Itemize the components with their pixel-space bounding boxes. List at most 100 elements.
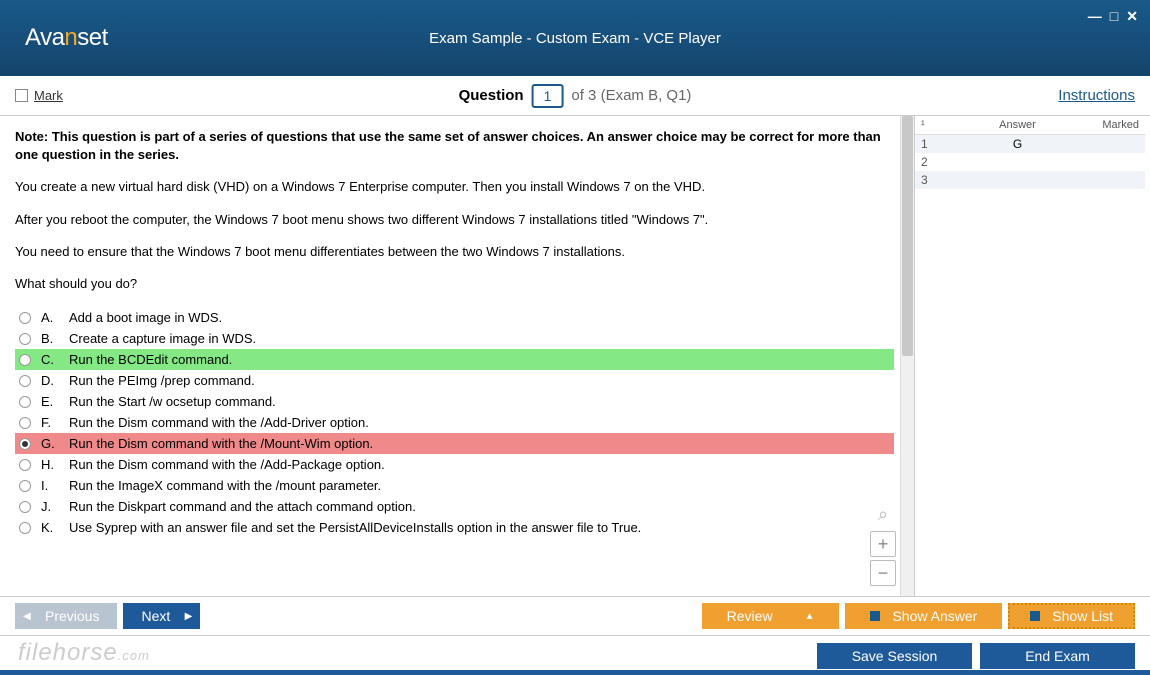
question-bar: Mark Question 1 of 3 (Exam B, Q1) Instru… (0, 76, 1150, 116)
row-marked (1084, 155, 1139, 169)
arrow-right-icon: ▶ (185, 611, 193, 622)
answer-letter: D. (41, 373, 59, 388)
answer-option[interactable]: F.Run the Dism command with the /Add-Dri… (15, 412, 894, 433)
answer-option[interactable]: B. Create a capture image in WDS. (15, 328, 894, 349)
answer-letter: B. (41, 331, 59, 346)
window-title: Exam Sample - Custom Exam - VCE Player (429, 30, 721, 47)
answer-option[interactable]: H. Run the Dism command with the /Add-Pac… (15, 454, 894, 475)
answer-text: Run the BCDEdit command. (69, 352, 232, 367)
end-exam-button[interactable]: End Exam (980, 643, 1135, 669)
radio-button[interactable] (19, 396, 31, 408)
radio-button[interactable] (19, 438, 31, 450)
question-of: of 3 (Exam B, Q1) (571, 87, 691, 104)
row-answer: G (951, 137, 1084, 151)
answer-letter: G. (41, 436, 59, 451)
answer-text: Create a capture image in WDS. (69, 331, 256, 346)
answer-letter: A. (41, 310, 59, 325)
col-marked: Marked (1084, 119, 1139, 131)
answer-letter: I. (41, 478, 59, 493)
answer-option[interactable]: I. Run the ImageX command with the /mount… (15, 475, 894, 496)
minimize-icon[interactable]: — (1088, 8, 1102, 25)
table-row[interactable]: 2 (915, 153, 1145, 171)
answer-option[interactable]: D. Run the PEImg /prep command. (15, 370, 894, 391)
question-number[interactable]: 1 (532, 84, 564, 108)
radio-button[interactable] (19, 522, 31, 534)
table-row[interactable]: 1G (915, 135, 1145, 153)
question-para-4: What should you do? (15, 275, 894, 293)
review-label: Review (727, 608, 773, 624)
zoom-controls: ⌕ + − (870, 504, 896, 586)
zoom-in-button[interactable]: + (870, 531, 896, 557)
search-icon[interactable]: ⌕ (878, 504, 888, 525)
question-panel: Note: This question is part of a series … (0, 116, 915, 596)
close-icon[interactable]: ✕ (1126, 8, 1138, 25)
answer-letter: H. (41, 457, 59, 472)
question-para-2: After you reboot the computer, the Windo… (15, 211, 894, 229)
radio-button[interactable] (19, 312, 31, 324)
answer-list: A. Add a boot image in WDS. B. Create a cap… (15, 307, 894, 538)
mark-area[interactable]: Mark (15, 88, 63, 103)
answer-option[interactable]: A. Add a boot image in WDS. (15, 307, 894, 328)
radio-button[interactable] (19, 354, 31, 366)
answer-text: Run the Dism command with the /Add-Packa… (69, 457, 385, 472)
show-list-button[interactable]: Show List (1008, 603, 1135, 629)
answer-text: Run the PEImg /prep command. (69, 373, 255, 388)
answer-text: Run the ImageX command with the /mount p… (69, 478, 381, 493)
row-answer (951, 173, 1084, 187)
answer-header: ¹ Answer Marked (915, 116, 1145, 135)
logo: Avanset (25, 24, 108, 52)
radio-button[interactable] (19, 480, 31, 492)
question-para-1: You create a new virtual hard disk (VHD)… (15, 178, 894, 196)
answer-option[interactable]: C. Run the BCDEdit command. (15, 349, 894, 370)
arrow-left-icon: ◀ (23, 611, 31, 622)
instructions-link[interactable]: Instructions (1058, 87, 1135, 104)
row-marked (1084, 173, 1139, 187)
answer-table: 1G23 (915, 135, 1145, 189)
row-answer (951, 155, 1084, 169)
maximize-icon[interactable]: □ (1110, 8, 1118, 25)
answer-text: Run the Dism command with the /Mount-Wim… (69, 436, 373, 451)
answer-letter: E. (41, 394, 59, 409)
answer-option[interactable]: J. Run the Diskpart command and the attac… (15, 496, 894, 517)
answer-text: Run the Start /w ocsetup command. (69, 394, 276, 409)
answer-option[interactable]: E. Run the Start /w ocsetup command. (15, 391, 894, 412)
previous-button[interactable]: ◀ Previous (15, 603, 117, 629)
watermark: filehorse.com (18, 639, 150, 667)
show-answer-button[interactable]: Show Answer (845, 603, 1002, 629)
row-number: 1 (921, 137, 951, 151)
zoom-out-button[interactable]: − (870, 560, 896, 586)
radio-button[interactable] (19, 417, 31, 429)
window-controls: — □ ✕ (1088, 8, 1138, 25)
nav-bar: ◀ Previous Next ▶ Review ▲ Show Answer S… (0, 596, 1150, 636)
answer-text: Add a boot image in WDS. (69, 310, 222, 325)
col-answer: Answer (951, 119, 1084, 131)
scrollbar-thumb[interactable] (902, 116, 913, 356)
answer-text: Run the Diskpart command and the attach … (69, 499, 416, 514)
show-answer-label: Show Answer (892, 608, 977, 624)
mark-label: Mark (34, 88, 63, 103)
radio-button[interactable] (19, 501, 31, 513)
scrollbar-vertical[interactable] (900, 116, 914, 596)
table-row[interactable]: 3 (915, 171, 1145, 189)
answer-letter: K. (41, 520, 59, 535)
radio-button[interactable] (19, 333, 31, 345)
square-icon (870, 611, 880, 621)
answer-text: Use Syprep with an answer file and set t… (69, 520, 641, 535)
mark-checkbox[interactable] (15, 89, 28, 102)
next-button[interactable]: Next ▶ (123, 603, 200, 629)
next-label: Next (141, 608, 170, 624)
show-list-label: Show List (1052, 608, 1113, 624)
save-session-button[interactable]: Save Session (817, 643, 972, 669)
radio-button[interactable] (19, 459, 31, 471)
square-icon (1030, 611, 1040, 621)
answer-option[interactable]: K. Use Syprep with an answer file and set… (15, 517, 894, 538)
question-note: Note: This question is part of a series … (15, 128, 894, 164)
radio-button[interactable] (19, 375, 31, 387)
answer-letter: C. (41, 352, 59, 367)
answer-option[interactable]: G. Run the Dism command with the /Mount-W… (15, 433, 894, 454)
row-number: 2 (921, 155, 951, 169)
review-button[interactable]: Review ▲ (702, 603, 840, 629)
answer-letter: J. (41, 499, 59, 514)
previous-label: Previous (45, 608, 99, 624)
answer-text: Run the Dism command with the /Add-Drive… (69, 415, 369, 430)
